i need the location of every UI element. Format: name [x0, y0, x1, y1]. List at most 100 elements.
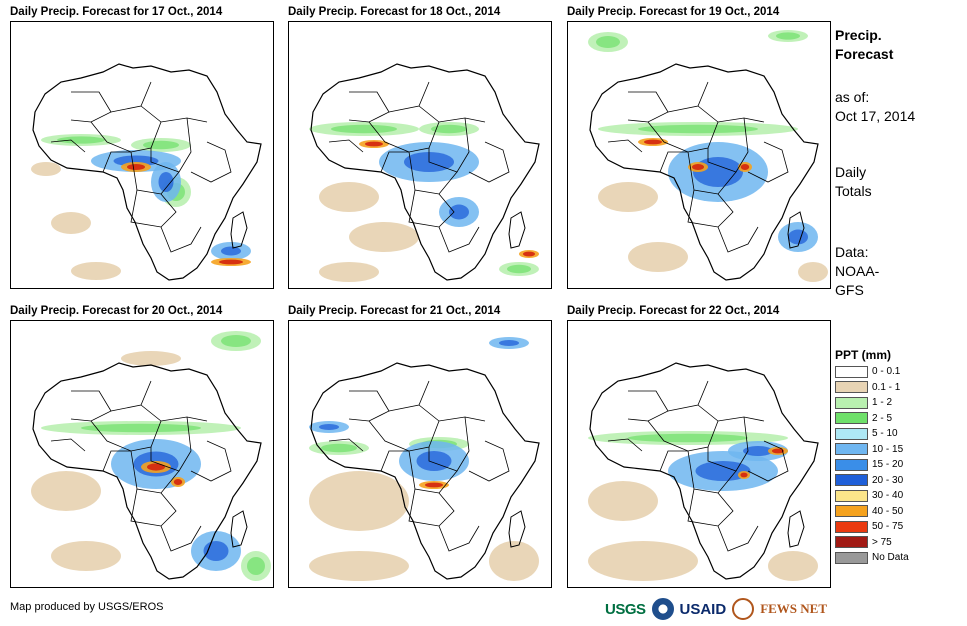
madagascar-outline	[508, 211, 526, 249]
country-border	[607, 139, 643, 153]
extreme-rain-area	[425, 482, 443, 488]
country-border	[747, 440, 789, 482]
country-border	[190, 141, 232, 183]
legend-label: 50 - 75	[872, 521, 904, 533]
heavy-rain-area	[416, 451, 452, 471]
rain-area	[57, 136, 105, 144]
heavy-rain-area	[221, 246, 241, 256]
country-border	[70, 390, 112, 422]
country-border	[130, 151, 180, 195]
country-border	[328, 438, 364, 452]
rain-area	[81, 423, 201, 433]
country-border	[717, 525, 759, 552]
rain-area	[507, 264, 531, 274]
dry-area	[51, 541, 121, 571]
precip-map	[288, 21, 552, 289]
fews-globe-icon	[732, 598, 755, 620]
country-border	[408, 450, 458, 494]
dry-area	[798, 262, 828, 282]
africa-coastline	[32, 362, 262, 580]
extreme-rain-area	[740, 472, 748, 478]
country-border	[50, 438, 86, 452]
legend-swatch	[835, 536, 868, 549]
legend-label: 0.1 - 1	[872, 381, 901, 393]
legend-item: 20 - 30	[835, 473, 925, 489]
country-border	[328, 139, 364, 153]
legend-swatch	[835, 520, 868, 533]
country-border	[380, 151, 409, 173]
panel-title: Daily Precip. Forecast for 22 Oct., 2014	[567, 305, 780, 317]
data-source-value: NOAA-	[835, 263, 880, 279]
panel-title: Daily Precip. Forecast for 19 Oct., 2014	[567, 6, 780, 18]
heavy-rain-area	[158, 172, 174, 192]
legend-item: 2 - 5	[835, 411, 925, 427]
rain-area	[638, 124, 758, 134]
legend-item: 30 - 40	[835, 488, 925, 504]
country-border	[190, 440, 232, 482]
madagascar-outline	[787, 510, 805, 548]
extreme-rain-area	[147, 463, 165, 471]
country-border	[110, 380, 152, 412]
country-border	[687, 488, 734, 527]
extreme-rain-area	[772, 448, 784, 454]
africa-coastline	[310, 362, 540, 580]
extreme-rain-area	[365, 141, 383, 147]
legend-label: No Data	[872, 552, 909, 564]
legend-swatch	[835, 412, 868, 425]
dry-area	[71, 262, 121, 280]
country-border	[348, 390, 390, 422]
legend-label: 5 - 10	[872, 428, 898, 440]
country-border	[607, 438, 643, 452]
country-border	[388, 81, 430, 113]
legend-swatch	[835, 443, 868, 456]
heavy-rain-area	[449, 204, 469, 220]
legend-label: 2 - 5	[872, 412, 893, 424]
extreme-rain-area	[692, 164, 704, 170]
dry-area	[51, 212, 91, 234]
rain-area	[143, 140, 179, 150]
legend-item: 5 - 10	[835, 426, 925, 442]
dry-area	[588, 481, 658, 521]
country-border	[160, 226, 202, 253]
dry-area	[628, 242, 688, 272]
dry-area	[121, 351, 181, 366]
usgs-logo: USGS	[605, 600, 646, 618]
totals-note: Daily Totals	[835, 163, 872, 201]
legend-label: 0 - 0.1	[872, 366, 901, 378]
legend-label: 30 - 40	[872, 490, 904, 502]
country-border	[140, 105, 208, 123]
precip-map	[288, 320, 552, 588]
extreme-rain-area	[644, 139, 662, 145]
dry-area	[31, 162, 61, 176]
country-border	[418, 404, 486, 422]
country-border	[130, 450, 180, 494]
legend-title: PPT (mm)	[835, 348, 892, 362]
data-source-value: GFS	[835, 282, 864, 298]
fews-net-logo: FEWS NET	[760, 601, 828, 616]
rain-area	[247, 557, 265, 575]
africa-coastline	[589, 362, 819, 580]
dry-area	[309, 551, 409, 581]
heavy-rain-area	[695, 461, 751, 481]
panel-title: Daily Precip. Forecast for 18 Oct., 2014	[288, 6, 501, 18]
madagascar-outline	[508, 510, 526, 548]
panel-title: Daily Precip. Forecast for 17 Oct., 2014	[10, 6, 223, 18]
country-border	[408, 151, 458, 195]
legend-label: 40 - 50	[872, 505, 904, 517]
precip-legend: PPT (mm) 0 - 0.1 0.1 - 1 1 - 2 2 - 5 5 - 10 1…	[835, 348, 925, 566]
country-border	[408, 488, 455, 527]
legend-swatch	[835, 551, 868, 564]
country-border	[380, 450, 409, 472]
legend-item: 0 - 0.1	[835, 364, 925, 380]
country-border	[667, 380, 709, 412]
country-border	[667, 81, 709, 113]
legend-swatch	[835, 427, 868, 440]
heavy-rain-area	[788, 229, 808, 245]
legend-item: 0.1 - 1	[835, 380, 925, 396]
precip-map	[10, 21, 274, 289]
country-border	[348, 91, 390, 123]
heavy-rain-area	[743, 446, 773, 456]
dry-area	[588, 541, 698, 581]
madagascar-outline	[230, 211, 248, 249]
panel-title: Daily Precip. Forecast for 20 Oct., 2014	[10, 305, 223, 317]
